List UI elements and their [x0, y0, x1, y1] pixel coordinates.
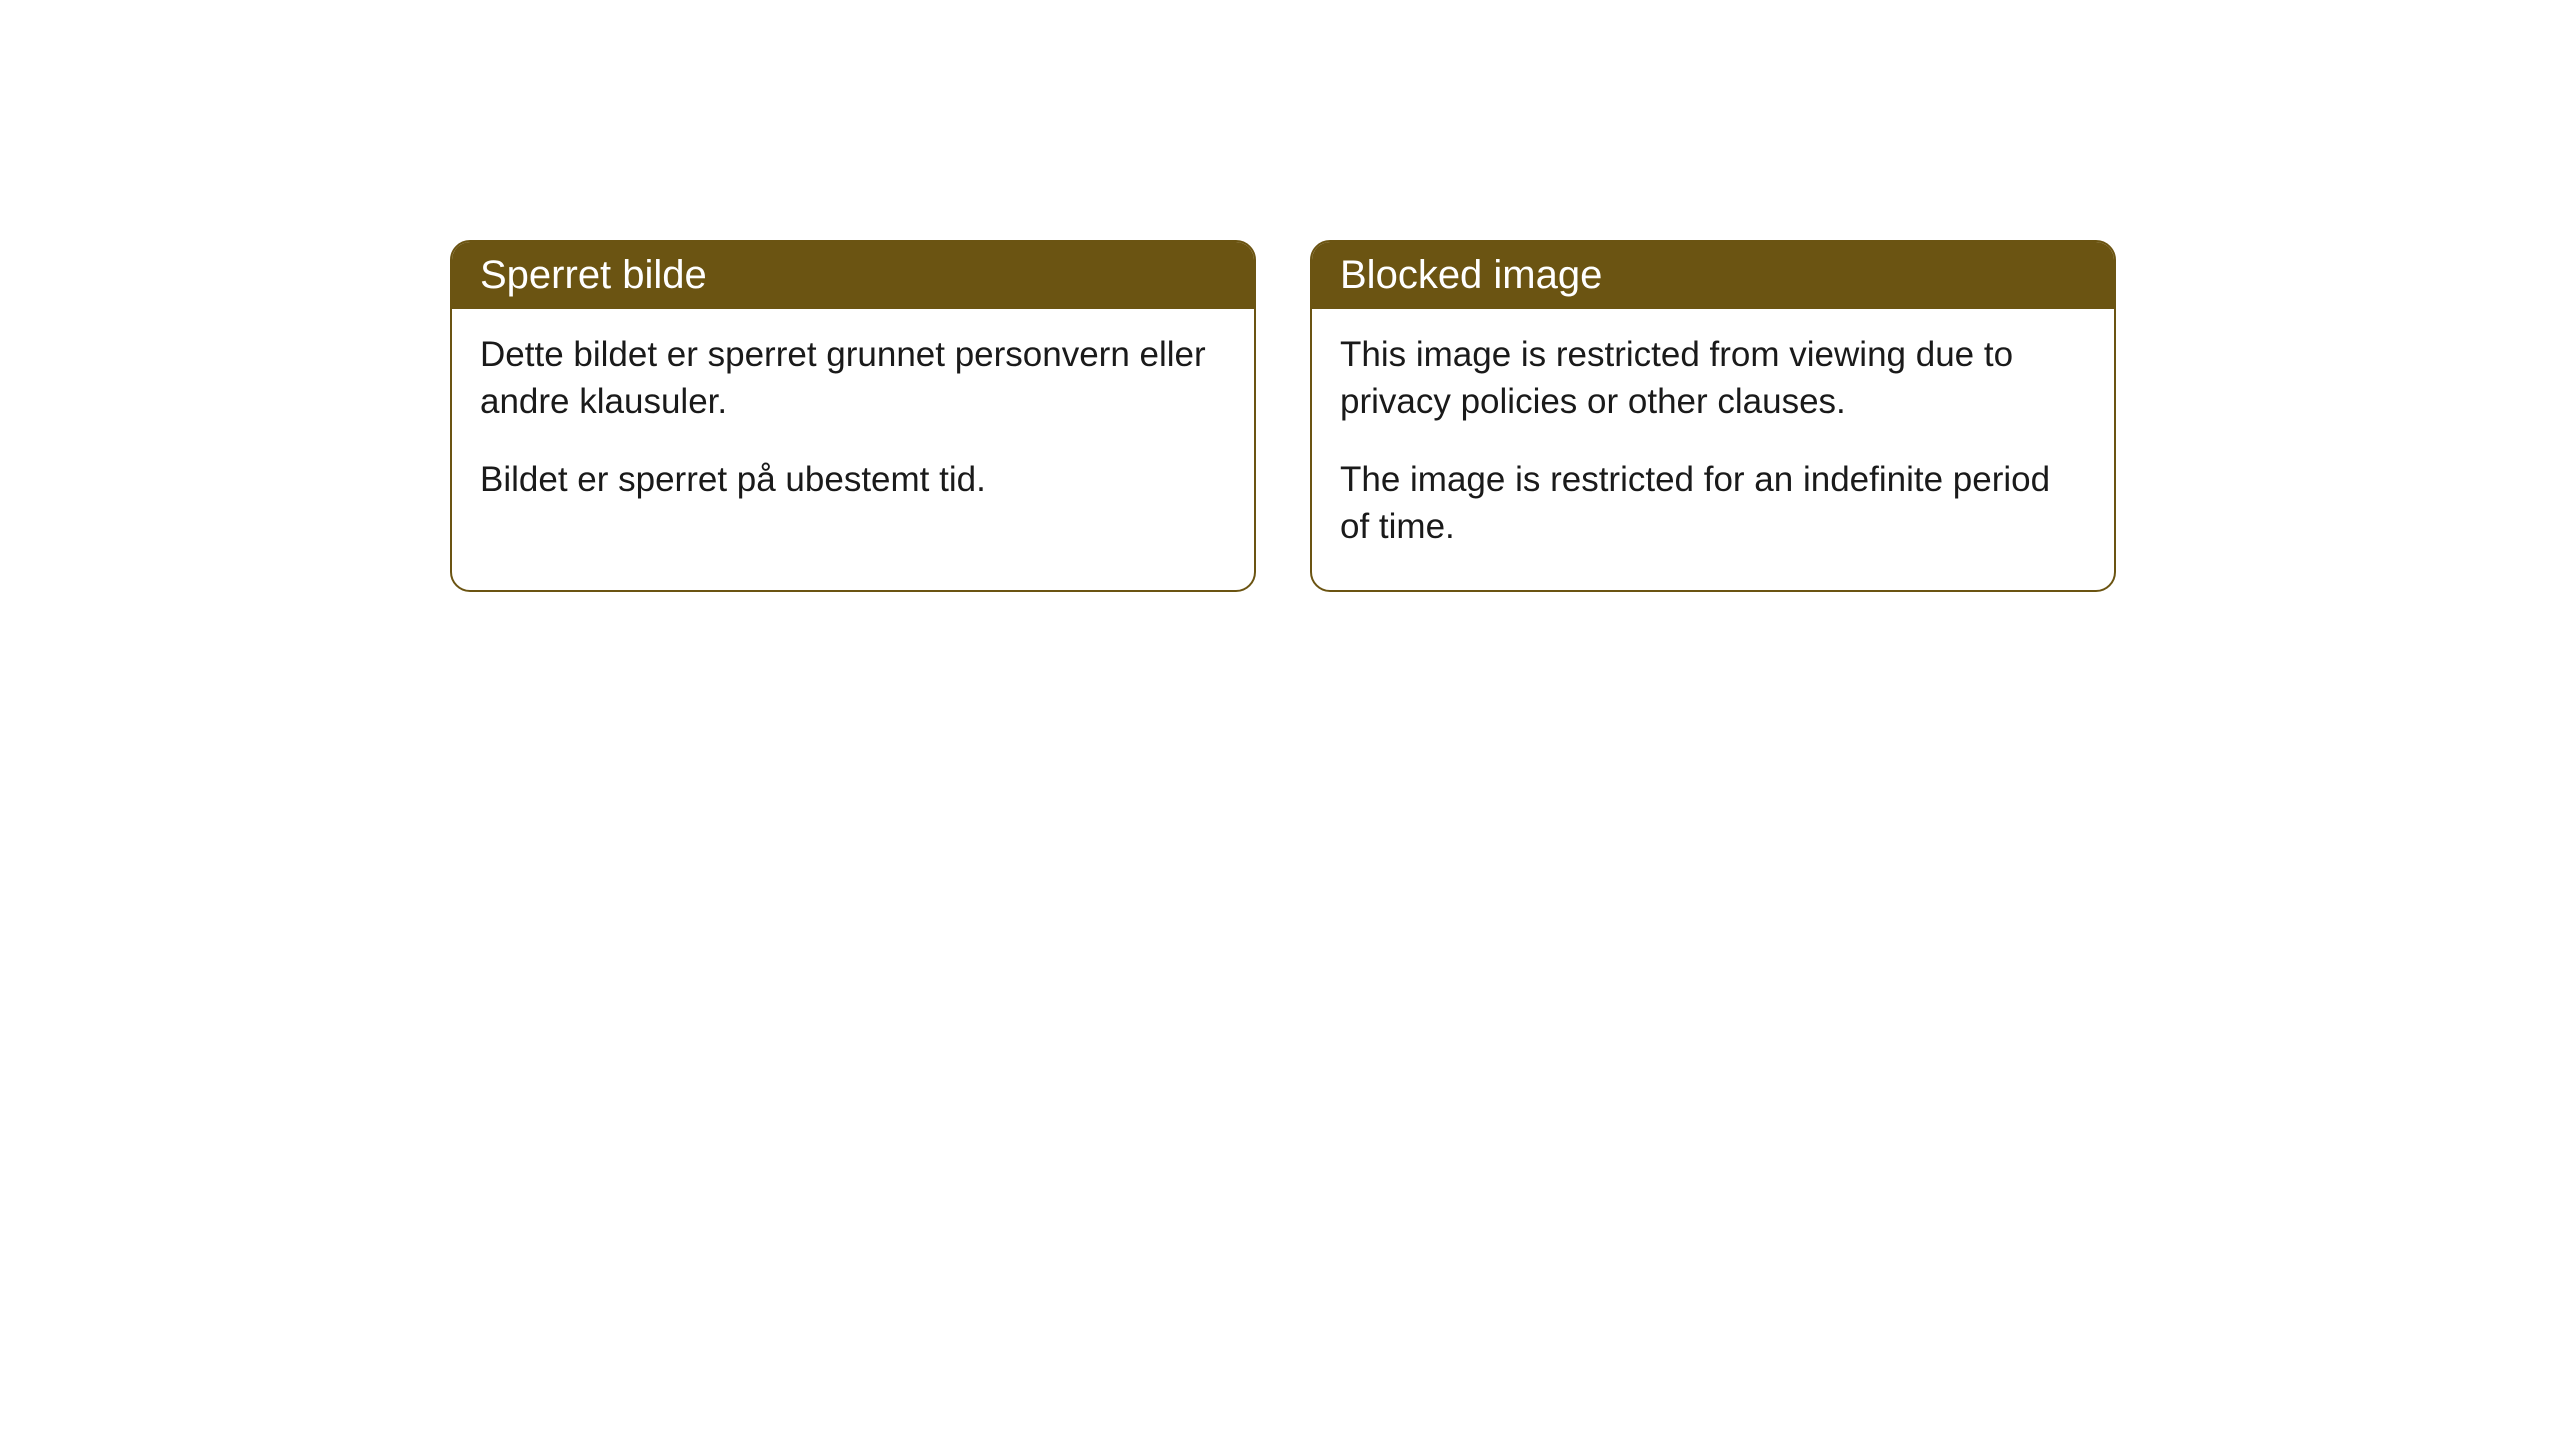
- blocked-image-card-norwegian: Sperret bilde Dette bildet er sperret gr…: [450, 240, 1256, 592]
- card-header-english: Blocked image: [1312, 242, 2114, 309]
- card-paragraph1-english: This image is restricted from viewing du…: [1340, 331, 2086, 426]
- card-paragraph2-english: The image is restricted for an indefinit…: [1340, 456, 2086, 551]
- card-body-english: This image is restricted from viewing du…: [1312, 309, 2114, 590]
- card-header-norwegian: Sperret bilde: [452, 242, 1254, 309]
- card-body-norwegian: Dette bildet er sperret grunnet personve…: [452, 309, 1254, 543]
- blocked-image-card-english: Blocked image This image is restricted f…: [1310, 240, 2116, 592]
- card-title-norwegian: Sperret bilde: [480, 253, 707, 297]
- card-paragraph2-norwegian: Bildet er sperret på ubestemt tid.: [480, 456, 1226, 503]
- cards-container: Sperret bilde Dette bildet er sperret gr…: [0, 0, 2560, 592]
- card-title-english: Blocked image: [1340, 253, 1602, 297]
- card-paragraph1-norwegian: Dette bildet er sperret grunnet personve…: [480, 331, 1226, 426]
